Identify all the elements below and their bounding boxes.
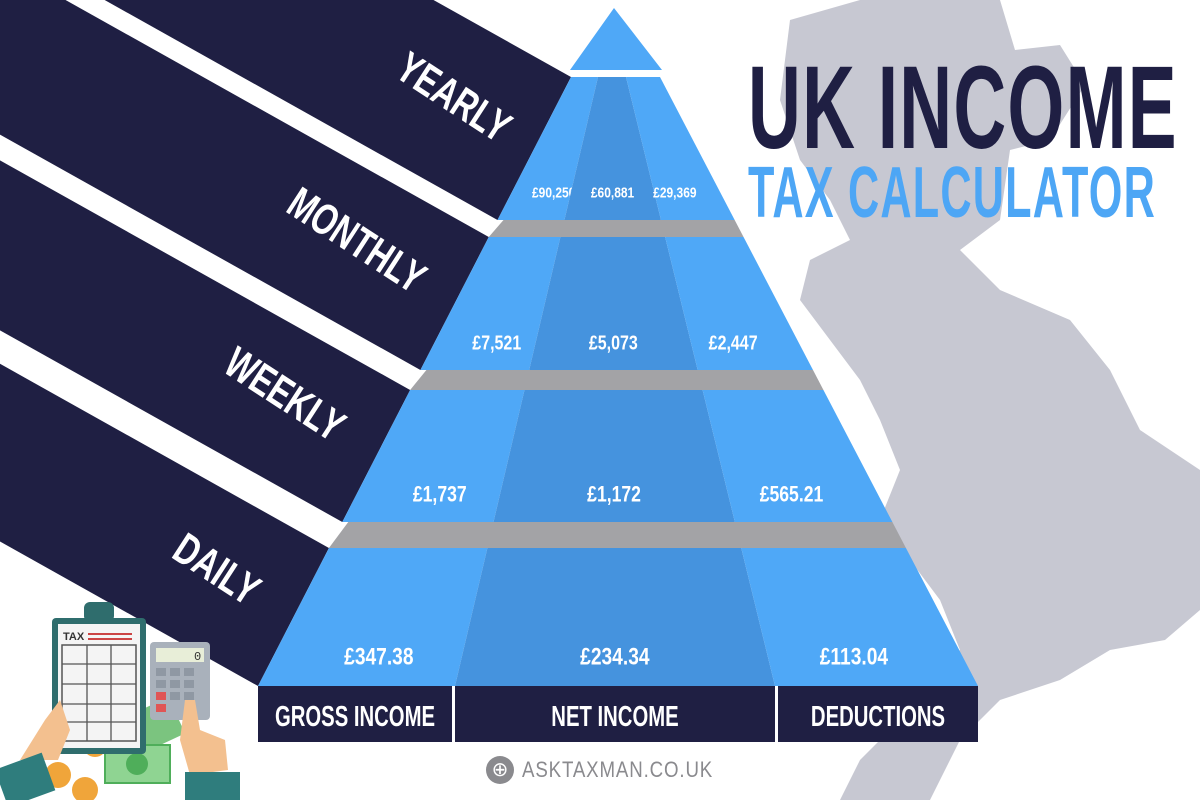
value-gross-yearly: £90,250	[532, 184, 575, 201]
hand-left-icon	[0, 700, 70, 800]
title-line-2: TAX CALCULATOR	[748, 153, 1156, 233]
tier-cell-deductions	[741, 548, 978, 686]
period-band	[0, 0, 489, 370]
period-band	[104, 0, 571, 220]
hand-right-icon	[180, 700, 240, 800]
value-net-weekly: £1,172	[587, 483, 641, 507]
pyramid-tip	[570, 8, 662, 70]
value-deductions-monthly: £2,447	[709, 332, 758, 354]
calculator-icon: 0	[150, 642, 210, 720]
tier-cell-gross	[342, 390, 525, 522]
column-header-label: GROSS INCOME	[275, 701, 435, 733]
value-deductions-weekly: £565.21	[760, 483, 824, 507]
tax-illustration: TAX 0	[0, 602, 240, 800]
clipboard-label: TAX	[63, 631, 85, 643]
tier-divider-slab	[410, 370, 824, 390]
website-text: ASKTAXMAN.CO.UK	[522, 757, 714, 782]
column-header-cell	[778, 686, 978, 742]
tier-cell-gross	[258, 548, 488, 686]
column-header-cell	[258, 686, 452, 742]
tier-cell-gross	[420, 237, 561, 370]
calculator-display: 0	[194, 650, 201, 664]
tier-cell-gross	[497, 77, 598, 220]
tier-cell-deductions	[702, 390, 893, 522]
website-link[interactable]: ⊕ ASKTAXMAN.CO.UK	[486, 756, 747, 784]
tier-cell-net	[564, 77, 661, 220]
tier-cell-net	[493, 390, 735, 522]
column-header-label: NET INCOME	[551, 701, 678, 733]
value-deductions-yearly: £29,369	[653, 184, 697, 201]
period-band	[0, 363, 329, 686]
title-line-1: UK INCOME	[748, 42, 1178, 174]
coin-icon	[72, 777, 98, 800]
tier-cell-deductions	[626, 77, 735, 220]
value-net-monthly: £5,073	[589, 332, 638, 354]
value-gross-monthly: £7,521	[472, 332, 521, 354]
period-band	[0, 160, 411, 522]
tier-cell-deductions	[665, 237, 813, 370]
value-gross-daily: £347.38	[344, 642, 413, 670]
tier-divider-slab	[488, 220, 744, 237]
value-net-yearly: £60,881	[591, 184, 635, 201]
tier-cell-net	[529, 237, 698, 370]
clipboard-icon: TAX	[52, 602, 146, 754]
column-header-cell	[455, 686, 775, 742]
value-gross-weekly: £1,737	[413, 483, 467, 507]
uk-map-silhouette	[780, 0, 1200, 800]
column-header-label: DEDUCTIONS	[811, 701, 945, 733]
value-deductions-daily: £113.04	[820, 642, 888, 670]
value-net-daily: £234.34	[580, 642, 649, 670]
tier-cell-net	[455, 548, 775, 686]
tier-divider-slab	[328, 522, 906, 548]
globe-icon: ⊕	[486, 756, 514, 784]
